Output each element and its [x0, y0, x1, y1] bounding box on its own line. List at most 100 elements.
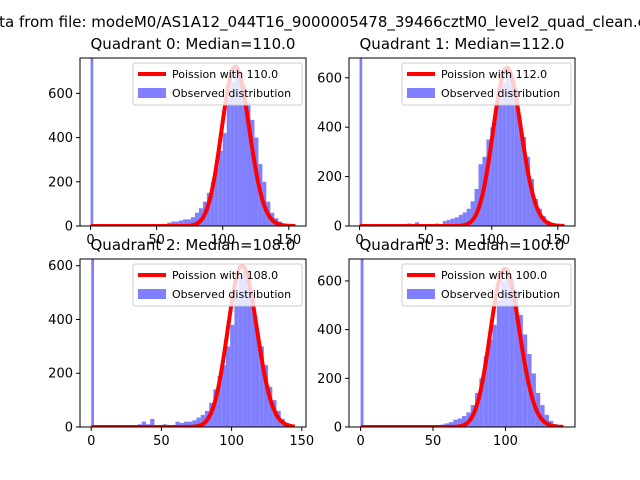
- histogram-bar: [171, 221, 176, 226]
- histogram-bar: [514, 87, 519, 226]
- subplot-quadrant-3: 0 50 100 0 200 400 600 Quadrant 3: Median=100.0…: [317, 236, 576, 449]
- histogram-bar: [255, 332, 260, 427]
- histogram-bar: [501, 280, 506, 427]
- histogram-bar: [234, 66, 239, 226]
- subplot-quadrant-2: 0 50 100 150 0 200 400 600 Quadrant 2: Median=10…: [48, 236, 314, 449]
- histogram-bar: [498, 97, 503, 226]
- histogram-bar: [479, 378, 484, 427]
- histogram-bar: [91, 259, 95, 427]
- histogram-bar: [263, 365, 269, 427]
- histogram-bar: [540, 405, 545, 427]
- x-tick-label: 0: [86, 233, 94, 248]
- histogram-bar: [502, 82, 507, 226]
- y-tick-label: 400: [317, 121, 342, 136]
- x-tick-label: 50: [148, 233, 165, 248]
- histogram-bar: [238, 75, 243, 226]
- histogram-bar: [506, 67, 511, 226]
- histogram-bar: [492, 324, 497, 427]
- subplot-title: Quadrant 2: Median=108.0: [91, 236, 296, 254]
- histogram-bar: [442, 221, 447, 226]
- subplot-grid: 0 50 100 150 0 200 400 600 Quadrant 0: Median=11…: [48, 35, 576, 449]
- histogram-bar: [462, 212, 467, 226]
- histogram-bar: [454, 217, 459, 226]
- legend-patch-swatch: [407, 88, 435, 98]
- legend-label-poisson: Poission with 100.0: [441, 269, 547, 282]
- histogram-bar: [505, 268, 510, 427]
- histogram-bar: [486, 139, 491, 226]
- legend-label-poisson: Poission with 110.0: [172, 68, 278, 81]
- x-tick-label: 100: [479, 233, 504, 248]
- histogram-bar: [242, 265, 248, 427]
- histogram-bar: [458, 214, 463, 226]
- x-tick-label: 100: [493, 434, 518, 449]
- subplot-quadrant-0: 0 50 100 150 0 200 400 600 Quadrant 0: Median=11…: [48, 35, 307, 248]
- histogram-bar: [90, 58, 94, 226]
- histogram-bar: [450, 218, 455, 226]
- histogram-bar: [188, 421, 193, 427]
- histogram-bar: [242, 84, 247, 226]
- plot-area: [360, 259, 564, 427]
- histogram-bar: [200, 414, 205, 427]
- subplot-title: Quadrant 1: Median=112.0: [360, 35, 565, 53]
- poisson-curve: [89, 64, 297, 226]
- histogram-bar: [494, 109, 499, 226]
- histogram-bar: [462, 416, 467, 427]
- legend-label-poisson: Poission with 108.0: [172, 269, 278, 282]
- legend-patch-swatch: [138, 88, 166, 98]
- y-tick-label: 600: [48, 87, 73, 102]
- histogram-bar: [510, 75, 515, 226]
- x-tick-label: 150: [276, 233, 301, 248]
- y-tick-label: 0: [334, 220, 342, 235]
- axes-frame: [348, 258, 576, 428]
- legend: Poission with 112.0 Observed distribution: [401, 62, 572, 106]
- x-tick-label: 0: [355, 233, 363, 248]
- histogram-bar: [221, 365, 226, 427]
- histogram-bar: [179, 220, 184, 226]
- legend-patch-swatch: [138, 289, 166, 299]
- histogram-bar: [187, 219, 192, 226]
- histogram-bar: [194, 212, 199, 226]
- legend-patch-swatch: [407, 289, 435, 299]
- histogram-bar: [246, 102, 251, 226]
- histogram-bar: [183, 421, 189, 427]
- histogram-bar: [518, 122, 523, 226]
- plot-area: [89, 58, 297, 226]
- histogram-bar: [457, 418, 462, 427]
- histogram-bar: [213, 389, 218, 427]
- histogram-bar: [483, 356, 489, 427]
- histogram-bar: [514, 290, 519, 427]
- legend-label-observed: Observed distribution: [441, 288, 560, 301]
- figure-suptitle: Data from file: modeM0/AS1A12_044T16_900…: [0, 13, 640, 32]
- histogram-bar: [218, 150, 223, 226]
- histogram-bar: [268, 386, 273, 427]
- histogram-bar: [522, 334, 528, 427]
- histogram-bar: [250, 119, 255, 226]
- y-tick-label: 400: [48, 313, 73, 328]
- histogram-bar: [191, 217, 195, 226]
- histogram-bar: [490, 127, 495, 226]
- x-tick-label: 50: [153, 434, 170, 449]
- histogram-bar: [175, 221, 180, 226]
- y-tick-label: 0: [65, 220, 73, 235]
- histogram-bar: [530, 179, 535, 226]
- histogram-bar: [222, 133, 227, 226]
- x-tick-label: 0: [356, 434, 364, 449]
- legend: Poission with 110.0 Observed distribution: [132, 62, 303, 106]
- histogram-bar: [470, 201, 475, 226]
- x-tick-label: 0: [87, 434, 95, 449]
- histogram-bar: [453, 419, 458, 427]
- y-tick-label: 600: [48, 259, 73, 274]
- histogram-bar: [448, 422, 454, 427]
- histogram-bar: [234, 297, 239, 427]
- histogram-bar: [210, 181, 215, 226]
- histogram-bar: [259, 346, 264, 427]
- histogram-bar: [466, 208, 471, 226]
- histogram-bar: [360, 259, 364, 427]
- legend: Poission with 100.0 Observed distribution: [401, 263, 572, 307]
- axes-frame: [79, 57, 307, 227]
- histogram-bar: [196, 417, 201, 427]
- y-tick-label: 200: [48, 175, 73, 190]
- histogram-bar: [247, 281, 252, 427]
- legend-label-observed: Observed distribution: [441, 87, 560, 100]
